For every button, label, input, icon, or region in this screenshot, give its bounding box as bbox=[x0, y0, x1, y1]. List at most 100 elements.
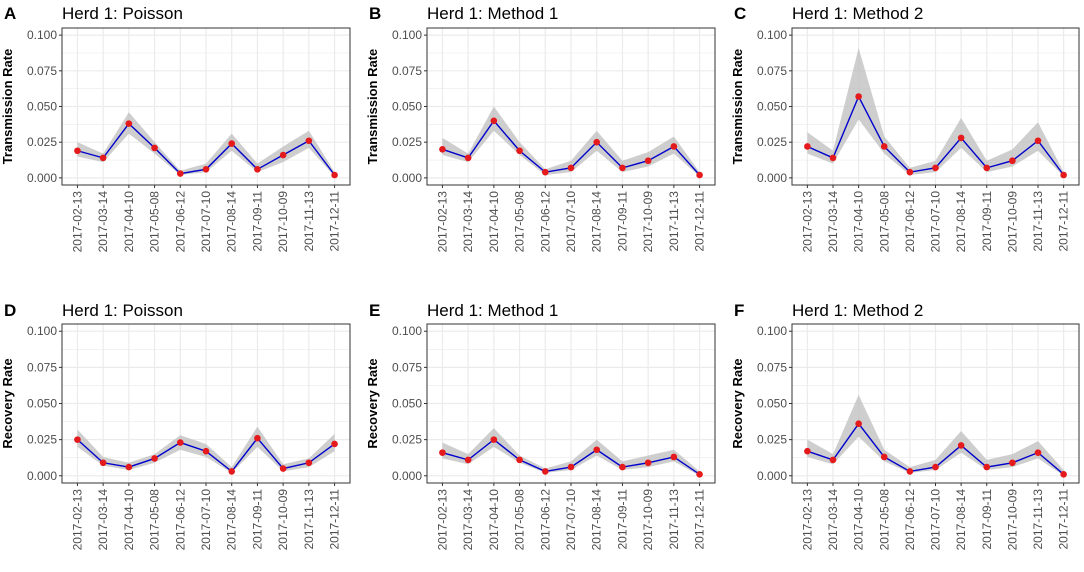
x-tick-label-b: 2017-02-13 bbox=[435, 191, 449, 253]
data-point-f bbox=[906, 468, 914, 475]
data-point-b bbox=[516, 147, 523, 155]
data-point-e bbox=[619, 463, 626, 471]
data-point-b bbox=[464, 154, 472, 162]
panel-title-b: Herd 1: Method 1 bbox=[427, 4, 558, 23]
x-tick-label-f: 2017-12-11 bbox=[1057, 489, 1071, 550]
x-tick-label-d: 2017-05-08 bbox=[148, 489, 162, 551]
x-tick-label-d: 2017-03-14 bbox=[96, 489, 110, 551]
x-tick-label-c: 2017-05-08 bbox=[877, 191, 891, 253]
data-point-e bbox=[490, 436, 498, 443]
data-point-a bbox=[305, 137, 313, 145]
confidence-band-c bbox=[807, 47, 1064, 177]
plot-panel-a: 0.000 0.025 0.050 0.075 0.100 2017-02-13 2017-… bbox=[0, 27, 351, 253]
y-tick-label-b: 0.050 bbox=[392, 100, 422, 114]
x-tick-label-f: 2017-04-10 bbox=[852, 489, 866, 551]
x-tick-label-d: 2017-12-11 bbox=[328, 489, 342, 550]
data-point-f bbox=[932, 463, 939, 471]
data-point-d bbox=[331, 440, 338, 448]
y-tick-label-c: 0.025 bbox=[757, 135, 787, 149]
x-tick-label-e: 2017-12-11 bbox=[693, 489, 707, 550]
data-point-b bbox=[644, 157, 652, 165]
y-tick-label-d: 0.050 bbox=[27, 397, 57, 411]
data-point-a bbox=[202, 166, 210, 173]
data-point-a bbox=[74, 147, 81, 155]
data-point-f bbox=[829, 456, 837, 464]
y-tick-label-a: 0.050 bbox=[27, 100, 57, 114]
data-point-c bbox=[932, 164, 939, 172]
x-tick-label-c: 2017-07-10 bbox=[929, 191, 943, 253]
x-tick-label-d: 2017-11-13 bbox=[302, 489, 316, 550]
data-point-c bbox=[957, 134, 965, 142]
y-tick-label-b: 0.025 bbox=[392, 135, 422, 149]
y-tick-label-c: 0.000 bbox=[757, 171, 787, 185]
data-point-c bbox=[804, 143, 811, 150]
x-tick-label-e: 2017-04-10 bbox=[487, 489, 501, 551]
data-point-d bbox=[202, 447, 210, 455]
x-tick-label-f: 2017-05-08 bbox=[877, 489, 891, 551]
data-point-f bbox=[1009, 459, 1016, 467]
data-point-e bbox=[516, 456, 523, 464]
panel-title-e: Herd 1: Method 1 bbox=[427, 301, 558, 320]
panel-letter-b: B bbox=[369, 4, 381, 23]
data-point-f bbox=[1060, 471, 1067, 478]
data-point-c bbox=[1034, 137, 1042, 145]
x-tick-label-f: 2017-07-10 bbox=[929, 489, 943, 551]
confidence-band-e bbox=[442, 428, 700, 476]
y-axis-title-b: Transmission Rate bbox=[365, 49, 380, 165]
y-tick-label-e: 0.075 bbox=[392, 360, 422, 374]
x-tick-label-e: 2017-10-09 bbox=[641, 489, 655, 551]
panel-border-e bbox=[426, 323, 716, 484]
data-point-a bbox=[99, 154, 107, 162]
data-point-a bbox=[279, 151, 287, 159]
x-tick-label-e: 2017-03-14 bbox=[461, 489, 475, 551]
x-tick-label-e: 2017-06-12 bbox=[538, 489, 552, 551]
plot-panel-b: 0.000 0.025 0.050 0.075 0.100 2017-02-13 2017-… bbox=[365, 27, 716, 253]
x-tick-label-c: 2017-06-12 bbox=[903, 191, 917, 253]
x-tick-label-c: 2017-12-11 bbox=[1057, 191, 1071, 252]
panel-border-f bbox=[791, 323, 1080, 484]
data-point-b bbox=[541, 168, 549, 176]
data-point-a bbox=[254, 166, 261, 173]
data-point-c bbox=[855, 93, 862, 100]
panel-title-d: Herd 1: Poisson bbox=[62, 301, 183, 320]
data-point-b bbox=[619, 164, 626, 172]
data-point-e bbox=[567, 463, 575, 471]
x-tick-label-a: 2017-05-08 bbox=[148, 191, 162, 253]
x-tick-label-b: 2017-10-09 bbox=[641, 191, 655, 253]
data-point-c bbox=[1060, 171, 1067, 179]
confidence-band-a bbox=[77, 112, 335, 177]
x-tick-label-c: 2017-08-14 bbox=[954, 191, 968, 253]
x-tick-label-d: 2017-10-09 bbox=[276, 489, 290, 551]
x-tick-label-e: 2017-05-08 bbox=[513, 489, 527, 551]
y-axis-title-d: Recovery Rate bbox=[0, 358, 15, 448]
x-tick-label-f: 2017-11-13 bbox=[1031, 489, 1045, 550]
x-tick-label-e: 2017-08-14 bbox=[590, 489, 604, 551]
data-point-b bbox=[439, 146, 446, 153]
y-tick-label-e: 0.000 bbox=[392, 469, 422, 483]
confidence-band-f bbox=[807, 394, 1064, 476]
x-tick-label-a: 2017-06-12 bbox=[173, 191, 187, 253]
panel-letter-f: F bbox=[734, 301, 744, 320]
x-tick-label-f: 2017-08-14 bbox=[954, 489, 968, 551]
data-point-a bbox=[331, 171, 338, 179]
x-tick-label-a: 2017-08-14 bbox=[225, 191, 239, 253]
y-axis-title-f: Recovery Rate bbox=[730, 358, 745, 448]
y-tick-label-e: 0.100 bbox=[392, 324, 422, 338]
y-tick-label-c: 0.100 bbox=[757, 28, 787, 42]
y-tick-label-a: 0.075 bbox=[27, 64, 57, 78]
y-tick-label-d: 0.100 bbox=[27, 324, 57, 338]
plot-panel-d: 0.000 0.025 0.050 0.075 0.100 2017-02-13 2017-… bbox=[0, 323, 351, 551]
x-tick-label-e: 2017-02-13 bbox=[435, 489, 449, 551]
data-point-d bbox=[74, 436, 81, 443]
x-tick-label-a: 2017-10-09 bbox=[276, 191, 290, 253]
x-tick-label-a: 2017-07-10 bbox=[199, 191, 213, 253]
x-tick-label-f: 2017-10-09 bbox=[1005, 489, 1019, 551]
panel-border-b bbox=[426, 27, 716, 186]
x-tick-label-d: 2017-09-11 bbox=[250, 489, 264, 550]
x-tick-label-b: 2017-11-13 bbox=[667, 191, 681, 252]
x-tick-label-d: 2017-07-10 bbox=[199, 489, 213, 551]
plot-panel-c: 0.000 0.025 0.050 0.075 0.100 2017-02-13 2017-… bbox=[730, 27, 1080, 253]
data-point-c bbox=[1009, 157, 1016, 165]
panel-title-f: Herd 1: Method 2 bbox=[792, 301, 923, 320]
x-tick-label-a: 2017-03-14 bbox=[96, 191, 110, 253]
